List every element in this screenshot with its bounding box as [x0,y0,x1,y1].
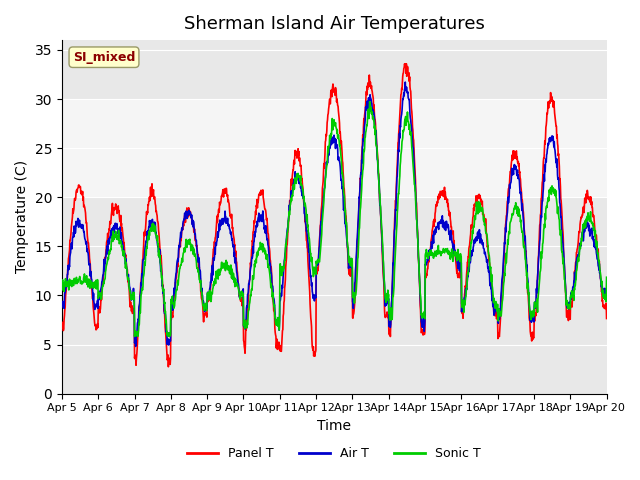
Air T [58,304,66,310]
Air T [401,79,409,85]
Sonic T [100,281,108,287]
X-axis label: Time: Time [317,419,351,433]
Panel T [100,265,108,271]
Panel T [58,321,66,327]
Y-axis label: Temperature (C): Temperature (C) [15,160,29,274]
Panel T [164,364,172,370]
Sonic T [165,334,173,339]
Text: SI_mixed: SI_mixed [73,51,135,64]
Bar [62,99,607,197]
Air T [603,293,611,299]
Panel T [122,260,130,265]
Sonic T [289,182,297,188]
Air T [289,180,297,186]
Panel T [603,316,611,322]
Air T [132,344,140,349]
Air T [100,257,108,263]
Panel T [369,88,376,94]
Legend: Panel T, Air T, Sonic T: Panel T, Air T, Sonic T [182,442,486,465]
Line: Sonic T: Sonic T [62,102,607,336]
Panel T [301,208,308,214]
Air T [301,210,308,216]
Title: Sherman Island Air Temperatures: Sherman Island Air Temperatures [184,15,484,33]
Sonic T [301,203,308,209]
Sonic T [369,116,376,122]
Sonic T [310,270,318,276]
Air T [122,260,130,266]
Air T [310,298,318,304]
Sonic T [58,279,66,285]
Air T [369,107,376,112]
Line: Air T: Air T [62,82,607,347]
Sonic T [366,99,374,105]
Panel T [289,167,297,173]
Sonic T [122,264,130,269]
Sonic T [603,275,611,280]
Panel T [310,349,318,355]
Panel T [403,61,410,67]
Line: Panel T: Panel T [62,64,607,367]
